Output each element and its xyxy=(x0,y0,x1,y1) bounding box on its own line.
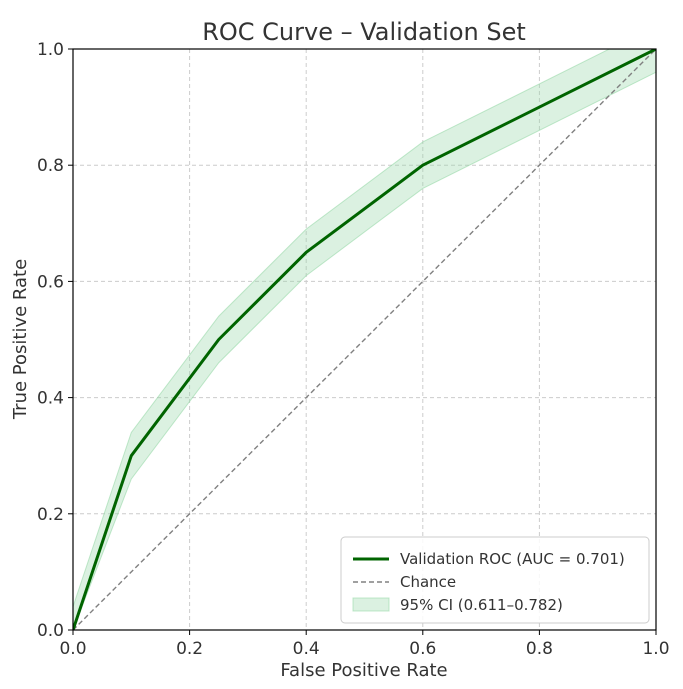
y-tick-label: 0.8 xyxy=(37,156,64,176)
x-axis: 0.0 0.2 0.4 0.6 0.8 1.0 xyxy=(59,630,670,659)
legend-ci-label: 95% CI (0.611–0.782) xyxy=(400,596,563,614)
y-tick-label: 0.6 xyxy=(37,272,64,292)
x-tick-label: 0.8 xyxy=(526,639,553,659)
y-axis: 0.0 0.2 0.4 0.6 0.8 1.0 xyxy=(37,40,73,641)
x-tick-label: 1.0 xyxy=(642,639,669,659)
y-tick-label: 1.0 xyxy=(37,40,64,60)
ci-band xyxy=(73,49,656,630)
chance-line xyxy=(73,49,656,630)
legend: Validation ROC (AUC = 0.701) Chance 95% … xyxy=(340,536,650,624)
legend-box xyxy=(340,536,650,624)
y-tick-label: 0.0 xyxy=(37,621,64,641)
x-tick-label: 0.2 xyxy=(176,639,203,659)
y-tick-label: 0.4 xyxy=(37,389,64,409)
y-tick-label: 0.2 xyxy=(37,505,64,525)
y-axis-label: True Positive Rate xyxy=(10,259,31,420)
legend-ci-swatch xyxy=(352,597,390,612)
x-axis-label: False Positive Rate xyxy=(280,660,447,681)
legend-roc-label: Validation ROC (AUC = 0.701) xyxy=(400,550,625,568)
chart-title: ROC Curve – Validation Set xyxy=(202,18,526,46)
legend-chance-label: Chance xyxy=(400,573,456,591)
roc-line xyxy=(73,49,656,630)
x-tick-label: 0.6 xyxy=(409,639,436,659)
plot-frame xyxy=(72,48,657,631)
x-tick-label: 0.4 xyxy=(293,639,320,659)
x-tick-label: 0.0 xyxy=(59,639,86,659)
